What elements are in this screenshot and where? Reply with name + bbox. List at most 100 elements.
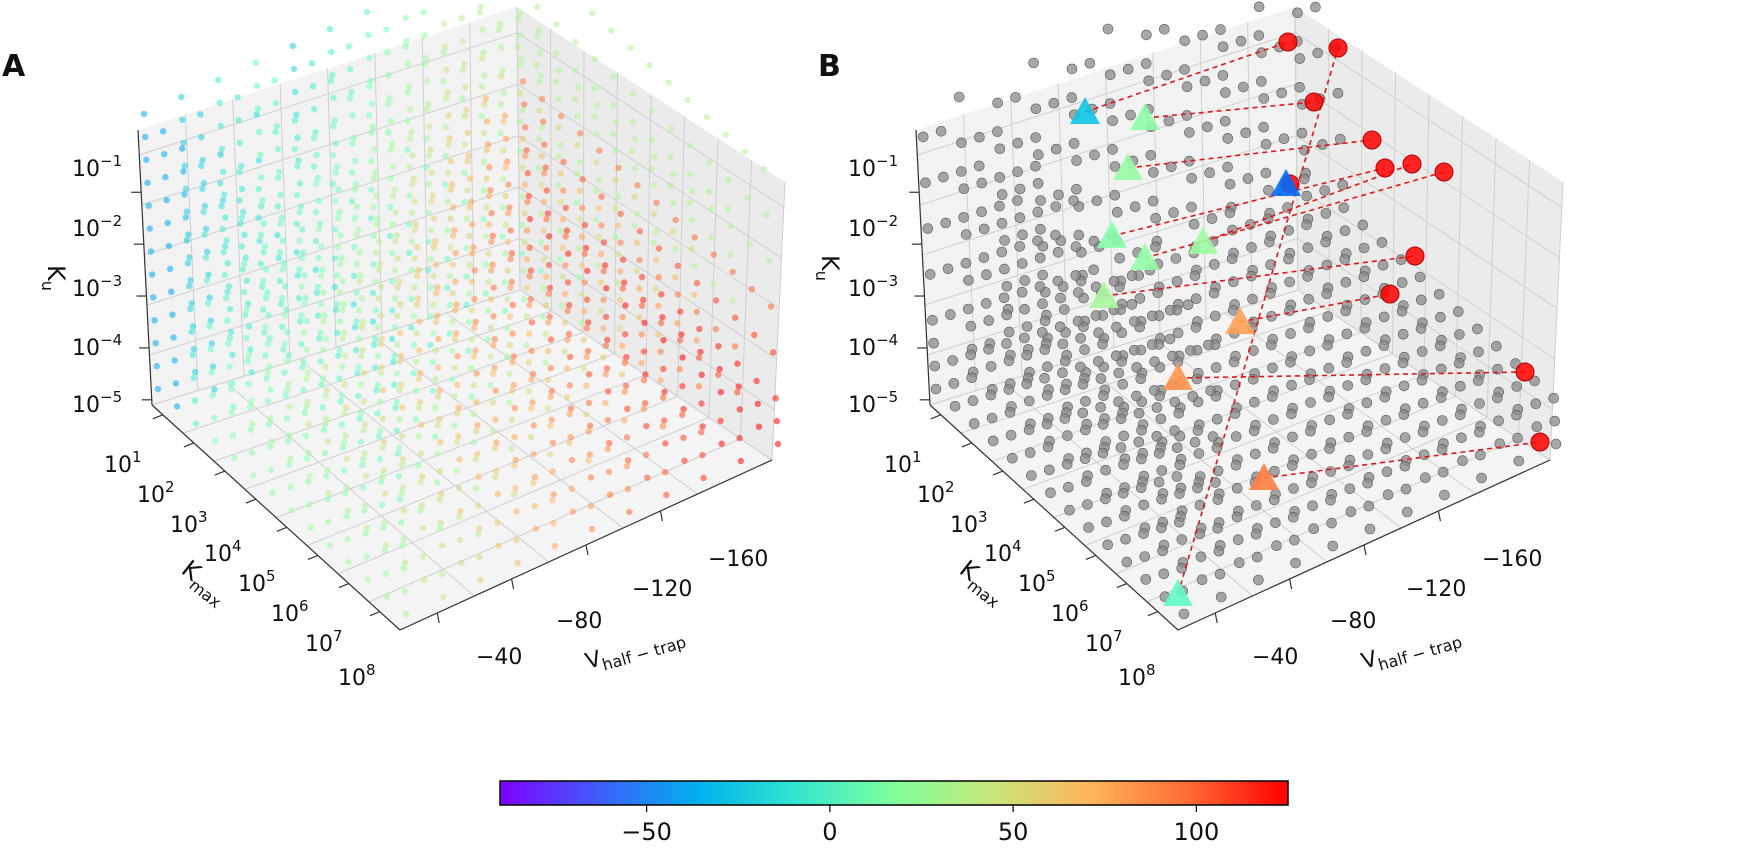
scatter-point — [1147, 195, 1159, 207]
scatter-point — [228, 409, 236, 416]
scatter-point — [499, 204, 507, 211]
scatter-point — [1301, 219, 1312, 231]
scatter-point — [236, 197, 243, 204]
scatter-point — [648, 136, 655, 143]
scatter-point — [406, 163, 413, 171]
scatter-point — [224, 317, 231, 324]
scatter-point — [631, 136, 639, 143]
scatter-point — [1026, 470, 1037, 481]
scatter-point — [315, 226, 322, 233]
scatter-point — [334, 301, 341, 308]
scatter-point — [499, 175, 507, 183]
scatter-point — [279, 323, 286, 330]
scatter-point — [999, 235, 1010, 246]
scatter-point — [427, 284, 434, 291]
scatter-point — [622, 302, 629, 309]
scatter-point — [1030, 103, 1042, 115]
scatter-point — [348, 198, 356, 205]
scatter-point — [548, 388, 556, 395]
scatter-point — [352, 180, 360, 187]
scatter-point — [248, 369, 255, 376]
scatter-point — [510, 353, 517, 360]
scatter-point — [276, 168, 283, 176]
scatter-point — [1159, 23, 1170, 35]
scatter-point — [1491, 340, 1502, 352]
scatter-point — [528, 347, 535, 355]
scatter-point — [209, 363, 217, 370]
scatter-point — [296, 237, 303, 245]
scatter-point — [731, 343, 739, 350]
scatter-point — [610, 73, 617, 80]
scatter-point — [355, 335, 363, 342]
scatter-point — [340, 300, 348, 308]
scatter-point — [267, 415, 274, 422]
scatter-point — [1377, 259, 1389, 271]
scatter-point — [987, 435, 999, 447]
scatter-point — [727, 251, 734, 258]
scatter-point — [360, 484, 367, 491]
marker-triangle — [1089, 281, 1119, 308]
scatter-point — [555, 153, 562, 160]
scatter-point — [286, 432, 293, 439]
scatter-point — [303, 317, 310, 325]
scatter-point — [1006, 452, 1018, 464]
scatter-point — [1417, 397, 1429, 409]
scatter-point — [282, 283, 289, 290]
scatter-point — [689, 188, 696, 195]
scatter-point — [1050, 201, 1062, 212]
scatter-point — [581, 308, 588, 315]
scatter-point — [494, 490, 501, 498]
scatter-point — [452, 249, 459, 257]
scatter-point — [546, 284, 554, 292]
scatter-point — [370, 175, 378, 182]
scatter-point — [612, 147, 619, 155]
scatter-point — [206, 294, 213, 301]
scatter-point — [669, 199, 677, 206]
scatter-point — [268, 466, 275, 474]
scatter-point — [360, 398, 367, 405]
panel-a: A 10−5 10−4 10−3 10−2 10−1 Ku 101 102 10… — [2, 3, 786, 691]
scatter-point — [379, 501, 386, 509]
scatter-point — [572, 67, 579, 74]
scatter-point — [1220, 87, 1231, 98]
scatter-point — [1187, 391, 1199, 402]
scatter-point — [559, 302, 566, 309]
scatter-point — [1193, 448, 1205, 459]
scatter-point — [200, 208, 207, 215]
scatter-point — [312, 266, 319, 273]
scatter-point — [404, 60, 412, 67]
scatter-point — [1097, 419, 1109, 430]
scatter-point — [439, 542, 446, 549]
scatter-point — [1258, 93, 1270, 104]
scatter-point — [563, 227, 571, 234]
scatter-point — [1091, 195, 1103, 207]
scatter-point — [244, 357, 251, 365]
scatter-point — [489, 370, 497, 377]
scatter-point — [565, 250, 572, 257]
scatter-point — [259, 306, 267, 313]
scatter-point — [1493, 415, 1504, 427]
scatter-point — [1380, 414, 1392, 426]
scatter-point — [383, 593, 391, 600]
scatter-point — [545, 319, 552, 326]
scatter-point — [473, 399, 480, 406]
scatter-point — [715, 343, 722, 350]
marker-triangle — [1113, 153, 1143, 180]
scatter-point — [356, 278, 363, 285]
grid-line-floor-y — [1053, 374, 1425, 518]
scatter-point — [373, 192, 380, 199]
scatter-point — [659, 394, 667, 401]
scatter-point — [1339, 225, 1351, 236]
scatter-point — [627, 44, 634, 51]
scatter-point — [1240, 127, 1251, 139]
scatter-point — [561, 348, 568, 355]
projection-line — [1144, 101, 1315, 119]
scatter-point — [1107, 115, 1118, 126]
scatter-point — [495, 542, 502, 549]
scatter-point — [375, 433, 382, 440]
y-tick-a-1e8: 108 — [338, 661, 376, 691]
marker-triangle — [1163, 579, 1193, 606]
scatter-point — [1140, 58, 1152, 69]
scatter-point — [1222, 161, 1233, 173]
scatter-point — [523, 256, 531, 263]
